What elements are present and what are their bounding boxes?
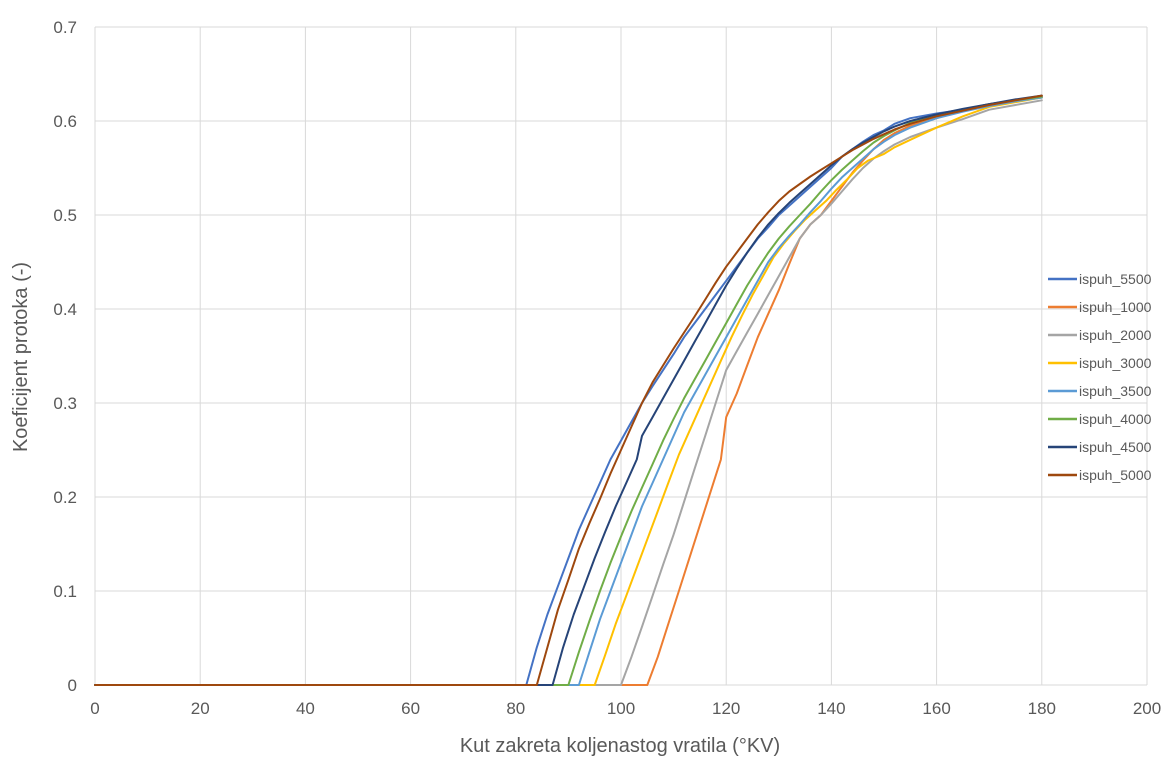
legend-item: ispuh_3000 <box>1048 355 1152 371</box>
series-line-ispuh_5000 <box>94 94 1043 686</box>
x-tick-label: 60 <box>401 699 420 718</box>
y-tick-label: 0.1 <box>53 582 77 601</box>
tick-labels: 0 20 40 60 80 100 120 140 160 180 200 0 0.1 0.2 0.3 0.4… <box>53 18 1161 718</box>
legend-item: ispuh_5000 <box>1048 467 1152 483</box>
series-line-ispuh_4000 <box>94 95 1043 686</box>
x-tick-label: 200 <box>1133 699 1161 718</box>
series-line-ispuh_3000 <box>94 96 1043 686</box>
legend-item: ispuh_4500 <box>1048 439 1152 455</box>
legend-label: ispuh_3500 <box>1079 383 1152 399</box>
legend-item: ispuh_2000 <box>1048 327 1152 343</box>
legend-label: ispuh_3000 <box>1079 355 1152 371</box>
y-tick-label: 0 <box>68 676 77 695</box>
legend-label: ispuh_4000 <box>1079 411 1152 427</box>
x-tick-label: 120 <box>712 699 740 718</box>
legend-label: ispuh_5500 <box>1079 271 1152 287</box>
series-line-ispuh_5500 <box>94 96 1043 686</box>
legend-item: ispuh_3500 <box>1048 383 1152 399</box>
y-tick-label: 0.2 <box>53 488 77 507</box>
series-line-ispuh_2000 <box>94 99 1043 686</box>
x-tick-label: 100 <box>607 699 635 718</box>
series-lines <box>94 94 1043 686</box>
series-line-ispuh_1000 <box>94 95 1043 686</box>
y-tick-label: 0.4 <box>53 300 77 319</box>
x-tick-label: 0 <box>90 699 99 718</box>
legend-label: ispuh_4500 <box>1079 439 1152 455</box>
grid-lines <box>94 26 1148 686</box>
legend-item: ispuh_5500 <box>1048 271 1152 287</box>
series-line-ispuh_4500 <box>94 94 1043 686</box>
x-tick-label: 180 <box>1028 699 1056 718</box>
y-tick-label: 0.3 <box>53 394 77 413</box>
series-line-ispuh_3500 <box>94 96 1043 686</box>
y-tick-label: 0.7 <box>53 18 77 37</box>
x-tick-label: 40 <box>296 699 315 718</box>
legend-label: ispuh_5000 <box>1079 467 1152 483</box>
x-axis-title: Kut zakreta koljenastog vratila (°KV) <box>460 735 780 757</box>
legend: ispuh_5500 ispuh_1000 ispuh_2000 ispuh_3000… <box>1048 271 1152 483</box>
y-tick-label: 0.5 <box>53 206 77 225</box>
x-tick-label: 140 <box>817 699 845 718</box>
legend-item: ispuh_1000 <box>1048 299 1152 315</box>
y-axis-title: Koeficijent protoka (-) <box>10 262 32 452</box>
legend-item: ispuh_4000 <box>1048 411 1152 427</box>
x-tick-label: 80 <box>506 699 525 718</box>
legend-label: ispuh_2000 <box>1079 327 1152 343</box>
y-tick-label: 0.6 <box>53 112 77 131</box>
x-tick-label: 20 <box>191 699 210 718</box>
x-tick-label: 160 <box>922 699 950 718</box>
legend-label: ispuh_1000 <box>1079 299 1152 315</box>
